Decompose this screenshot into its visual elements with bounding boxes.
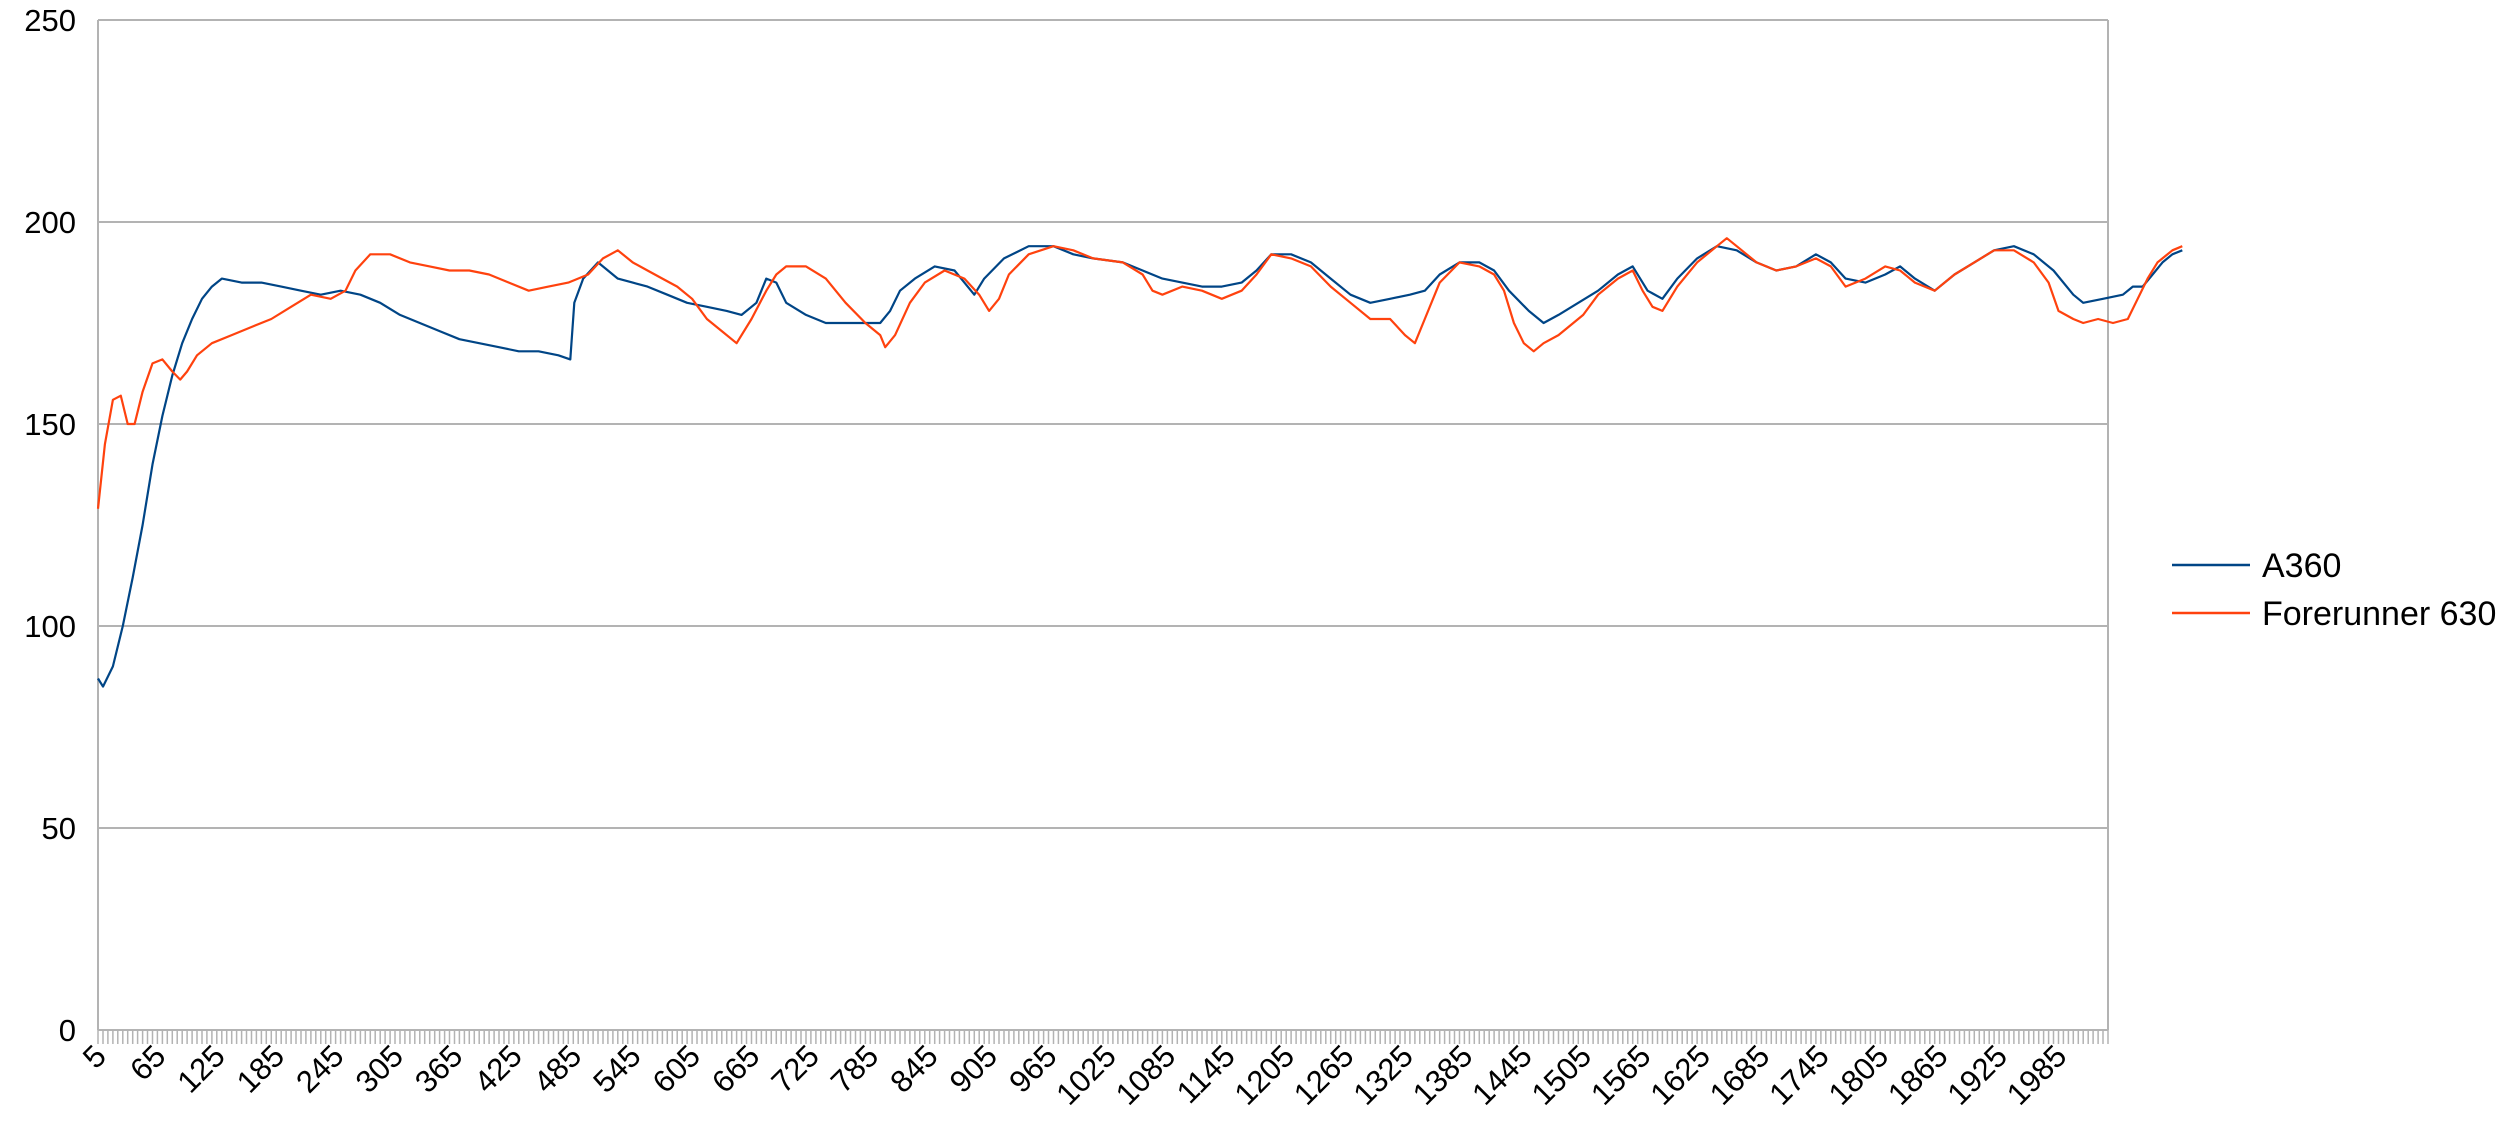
legend: A360 Forerunner 630 — [2172, 547, 2496, 633]
y-tick-label-2: 100 — [24, 609, 76, 644]
series-layer — [96, 237, 2183, 688]
y-axis-tick-labels: 0 50 100 150 200 250 — [24, 3, 76, 1048]
x-minor-ticks — [97, 1030, 2109, 1044]
y-tick-label-0: 0 — [59, 1013, 76, 1048]
y-tick-label-1: 50 — [42, 811, 76, 846]
y-tick-label-5: 250 — [24, 3, 76, 38]
y-tick-label-3: 150 — [24, 407, 76, 442]
x-axis-minor-ticks — [97, 1030, 2109, 1044]
legend-label-a360: A360 — [2262, 547, 2341, 585]
y-tick-label-4: 200 — [24, 205, 76, 240]
legend-label-forerunner-630: Forerunner 630 — [2262, 595, 2496, 633]
series-line-forerunner-630 — [96, 237, 2183, 509]
plot-frame — [97, 20, 2109, 1031]
series-line-a360 — [97, 245, 2183, 688]
